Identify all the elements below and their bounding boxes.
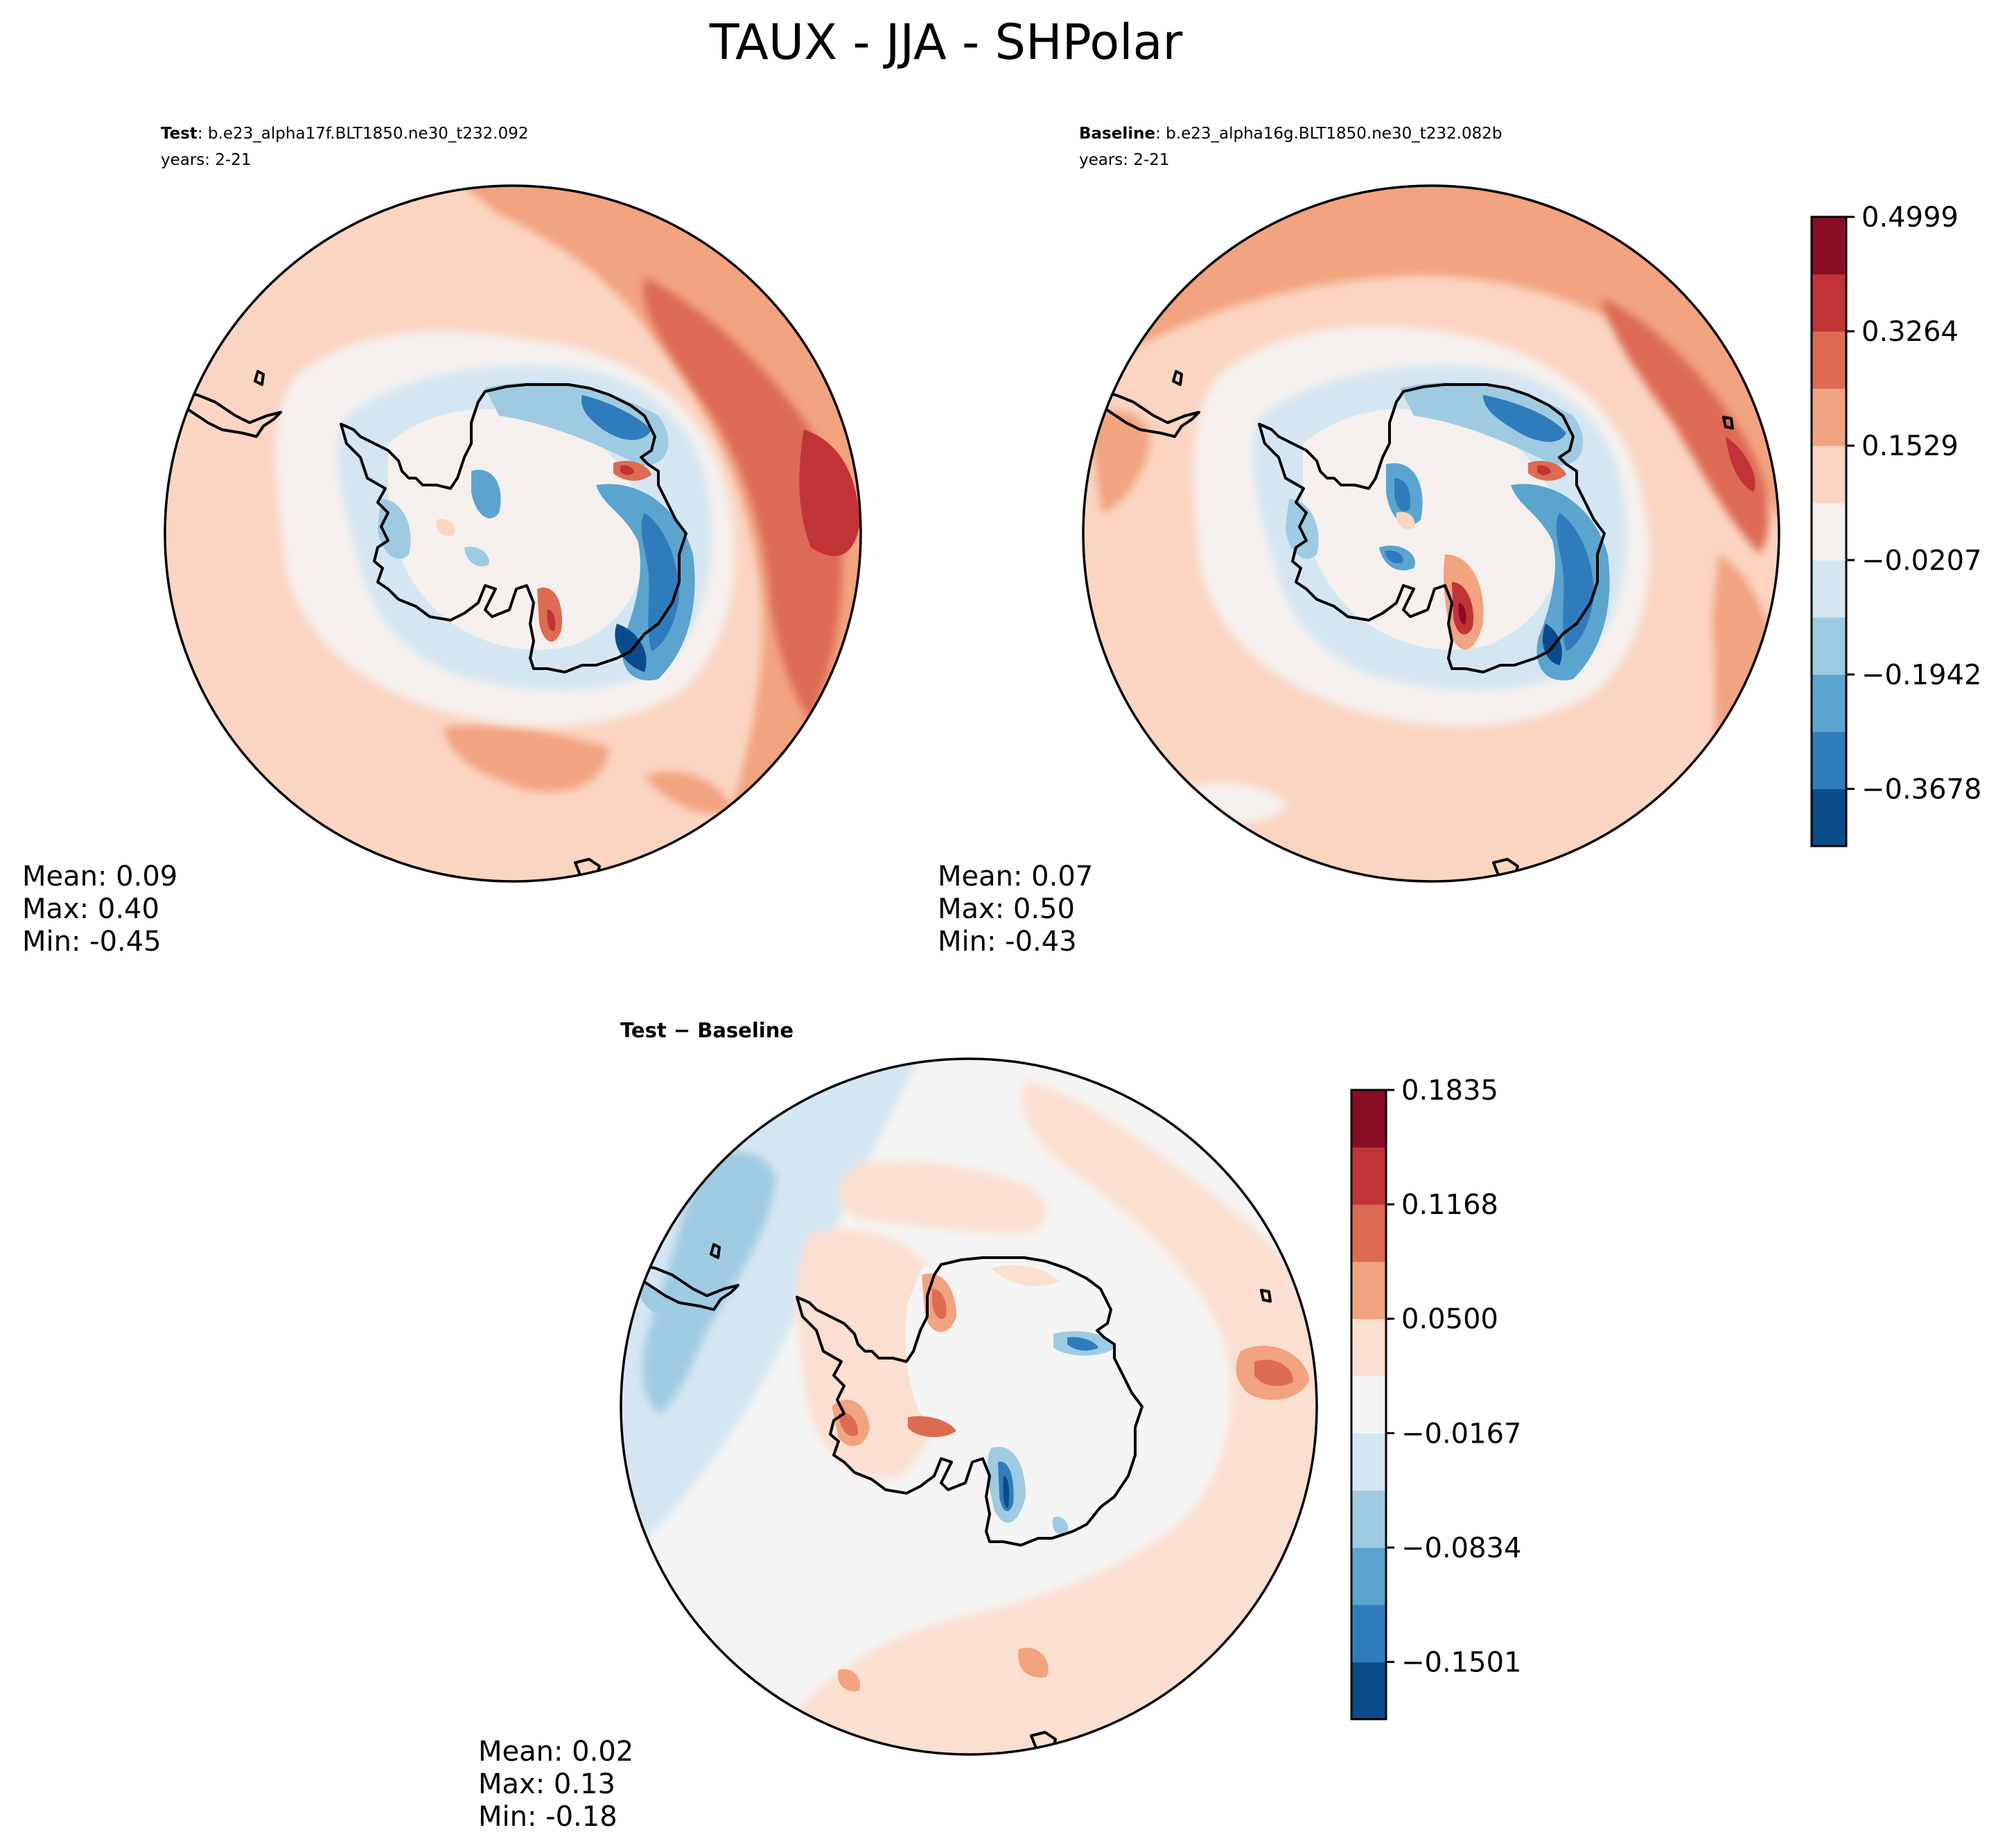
test-panel: Test: b.e23_alpha17f.BLT1850.ne30_t232.0…: [22, 125, 862, 958]
test-map-boundary: [164, 184, 862, 883]
colorbar-tick-label: 0.1835: [1401, 1075, 1498, 1107]
colorbar-tick-label: −0.0167: [1401, 1418, 1521, 1450]
difference-panel: Test − Baseline: [478, 1019, 1318, 1833]
colorbar-level-swatch: [1812, 674, 1846, 732]
test-case-name: : b.e23_alpha17f.BLT1850.ne30_t232.092: [198, 125, 529, 143]
colorbar-level-swatch: [1351, 1604, 1386, 1662]
baseline-panel-header: Baseline: b.e23_alpha16g.BLT1850.ne30_t2…: [1079, 125, 1502, 143]
colorbar-level-swatch: [1351, 1090, 1386, 1148]
test-max: Max: 0.40: [22, 893, 159, 925]
colorbar-level-swatch: [1812, 789, 1846, 847]
colorbar-level-swatch: [1812, 388, 1846, 446]
colorbar-level-swatch: [1812, 446, 1846, 504]
colorbar-tick-label: −0.0834: [1401, 1532, 1521, 1564]
baseline-panel: Baseline: b.e23_alpha16g.BLT1850.ne30_t2…: [938, 125, 1780, 958]
colorbar-main: 0.4999 0.3264 0.1529 −0.0207 −0.1942 −0.3678: [1810, 202, 1981, 847]
colorbar-level-swatch: [1812, 217, 1846, 275]
colorbar-level-swatch: [1351, 1375, 1386, 1434]
baseline-mean: Mean: 0.07: [938, 861, 1093, 892]
colorbar-level-swatch: [1812, 502, 1846, 561]
difference-title: Test − Baseline: [620, 1019, 794, 1042]
test-panel-header: Test: b.e23_alpha17f.BLT1850.ne30_t232.0…: [161, 125, 529, 143]
baseline-polar-map: [1083, 186, 1779, 881]
colorbar-level-swatch: [1351, 1147, 1386, 1205]
colorbar-level-swatch: [1812, 560, 1846, 618]
colorbar-level-swatch: [1351, 1204, 1386, 1262]
colorbar-tick-label: −0.1501: [1401, 1646, 1521, 1678]
baseline-label: Baseline: [1079, 125, 1155, 143]
colorbar-tick-label: −0.1942: [1861, 659, 1981, 691]
colorbar-level-swatch: [1351, 1547, 1386, 1605]
colorbar-level-swatch: [1351, 1261, 1386, 1319]
colorbar-tick-label: −0.0207: [1861, 545, 1981, 577]
colorbar-difference: 0.1835 0.1168 0.0500 −0.0167 −0.0834 −0.1501: [1350, 1075, 1521, 1721]
colorbar-tick-label: 0.1168: [1401, 1189, 1498, 1221]
colorbar-level-swatch: [1812, 617, 1846, 675]
figure-title: TAUX - JJA - SHPolar: [709, 14, 1183, 71]
test-label: Test: [161, 125, 198, 143]
difference-min: Min: -0.18: [478, 1801, 617, 1833]
test-min: Min: -0.45: [22, 926, 161, 958]
test-years: years: 2-21: [161, 151, 252, 169]
colorbar-level-swatch: [1812, 274, 1846, 332]
colorbar-tick-label: 0.1529: [1861, 430, 1958, 462]
baseline-map-boundary: [1082, 184, 1780, 883]
colorbar-tick-label: 0.3264: [1861, 316, 1958, 348]
colorbar-tick-label: −0.3678: [1861, 773, 1981, 805]
difference-max: Max: 0.13: [478, 1768, 615, 1800]
colorbar-frame: [1810, 215, 1848, 847]
colorbar-frame: [1350, 1089, 1387, 1721]
colorbar-tick-label: 0.4999: [1861, 202, 1958, 234]
colorbar-level-swatch: [1351, 1433, 1386, 1491]
colorbar-level-swatch: [1351, 1662, 1386, 1720]
test-polar-map: [165, 186, 861, 881]
difference-mean: Mean: 0.02: [478, 1736, 633, 1768]
test-mean: Mean: 0.09: [22, 861, 177, 892]
colorbar-tick-label: 0.0500: [1401, 1303, 1498, 1335]
colorbar-level-swatch: [1812, 731, 1846, 789]
baseline-years: years: 2-21: [1079, 151, 1170, 169]
baseline-case-name: : b.e23_alpha16g.BLT1850.ne30_t232.082b: [1155, 125, 1502, 143]
colorbar-level-swatch: [1812, 331, 1846, 389]
difference-map-boundary: [620, 1057, 1318, 1756]
baseline-max: Max: 0.50: [938, 893, 1075, 925]
colorbar-level-swatch: [1351, 1319, 1386, 1377]
baseline-min: Min: -0.43: [938, 926, 1077, 958]
difference-polar-map: [621, 1059, 1317, 1754]
colorbar-level-swatch: [1351, 1490, 1386, 1548]
